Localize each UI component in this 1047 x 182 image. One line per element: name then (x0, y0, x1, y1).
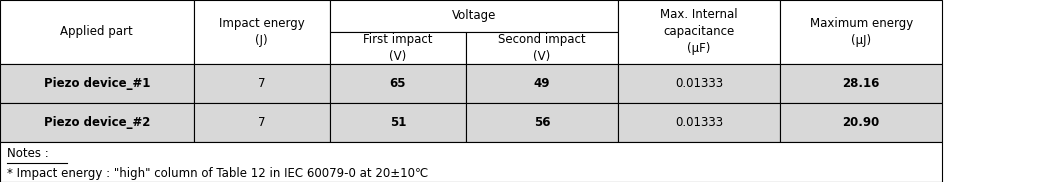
Text: Applied part: Applied part (61, 25, 133, 38)
Bar (780, 103, 942, 142)
Bar (618, 103, 780, 142)
Text: Piezo device_#2: Piezo device_#2 (44, 116, 150, 129)
Text: 56: 56 (534, 116, 550, 129)
Text: 51: 51 (389, 116, 406, 129)
Text: * Impact energy : "high" column of Table 12 in IEC 60079-0 at 20±10℃: * Impact energy : "high" column of Table… (7, 167, 428, 180)
Text: Notes :: Notes : (7, 147, 49, 160)
Text: 7: 7 (258, 77, 266, 90)
Text: Maximum energy
(μJ): Maximum energy (μJ) (809, 17, 913, 47)
Text: First impact
(V): First impact (V) (363, 33, 432, 63)
Bar (618, 64, 780, 103)
Text: Impact energy
(J): Impact energy (J) (219, 17, 305, 47)
Bar (466, 64, 618, 103)
Bar (466, 32, 618, 64)
Text: 28.16: 28.16 (843, 77, 879, 90)
Bar (330, 32, 466, 64)
Text: 65: 65 (389, 77, 406, 90)
Bar (0, 64, 194, 103)
Text: 20.90: 20.90 (843, 116, 879, 129)
Bar (466, 103, 618, 142)
Bar (194, 64, 330, 103)
Text: 49: 49 (534, 77, 550, 90)
Text: Second impact
(V): Second impact (V) (498, 33, 585, 63)
Text: 0.01333: 0.01333 (675, 77, 722, 90)
Bar (330, 64, 466, 103)
Bar (0, 103, 194, 142)
Text: Max. Internal
capacitance
(μF): Max. Internal capacitance (μF) (660, 8, 738, 55)
Bar (330, 0, 618, 32)
Bar (780, 0, 942, 64)
Bar (618, 0, 780, 64)
Text: Piezo device_#1: Piezo device_#1 (44, 77, 150, 90)
Text: Voltage: Voltage (451, 9, 496, 22)
Text: 7: 7 (258, 116, 266, 129)
Bar (0, 142, 942, 182)
Bar (194, 0, 330, 64)
Bar (194, 103, 330, 142)
Text: 0.01333: 0.01333 (675, 116, 722, 129)
Bar (330, 103, 466, 142)
Bar (780, 64, 942, 103)
Bar (0, 0, 194, 64)
